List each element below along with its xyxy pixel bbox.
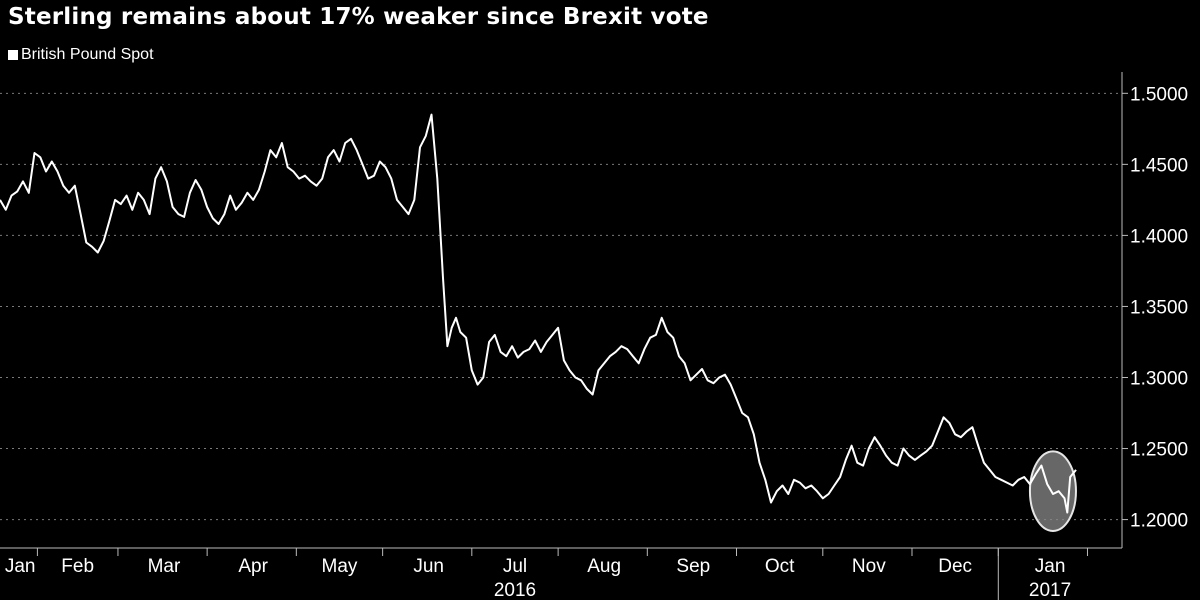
x-tick-label: Feb bbox=[61, 556, 94, 577]
y-tick-label: 1.4500 bbox=[1130, 155, 1188, 176]
x-tick-label: Dec bbox=[938, 556, 972, 577]
chart-title: Sterling remains about 17% weaker since … bbox=[8, 4, 709, 30]
x-tick-label: Jan bbox=[5, 556, 36, 577]
x-tick-label: Jul bbox=[503, 556, 527, 577]
highlight-ellipse bbox=[1028, 450, 1077, 532]
y-tick-label: 1.3000 bbox=[1130, 368, 1188, 389]
y-tick-label: 1.2500 bbox=[1130, 440, 1188, 461]
y-tick-label: 1.2000 bbox=[1130, 511, 1188, 532]
x-tick-label: Apr bbox=[238, 556, 268, 577]
y-tick-label: 1.3500 bbox=[1130, 297, 1188, 318]
legend-label: British Pound Spot bbox=[21, 46, 154, 63]
x-tick-label: Oct bbox=[765, 556, 795, 577]
series-line-british-pound bbox=[0, 113, 1077, 514]
x-tick-label: Nov bbox=[852, 556, 886, 577]
y-tick-label: 1.4000 bbox=[1130, 226, 1188, 247]
x-tick-label: Aug bbox=[587, 556, 621, 577]
x-tick-label: Jan bbox=[1035, 556, 1066, 577]
y-tick-label: 1.5000 bbox=[1130, 84, 1188, 105]
x-tick-label: May bbox=[322, 556, 358, 577]
legend-swatch bbox=[8, 50, 18, 60]
year-label: 2016 bbox=[494, 580, 536, 600]
legend: British Pound Spot bbox=[8, 46, 154, 64]
year-label: 2017 bbox=[1029, 580, 1071, 600]
x-tick-label: Sep bbox=[676, 556, 710, 577]
x-tick-label: Mar bbox=[148, 556, 181, 577]
x-tick-label: Jun bbox=[413, 556, 444, 577]
